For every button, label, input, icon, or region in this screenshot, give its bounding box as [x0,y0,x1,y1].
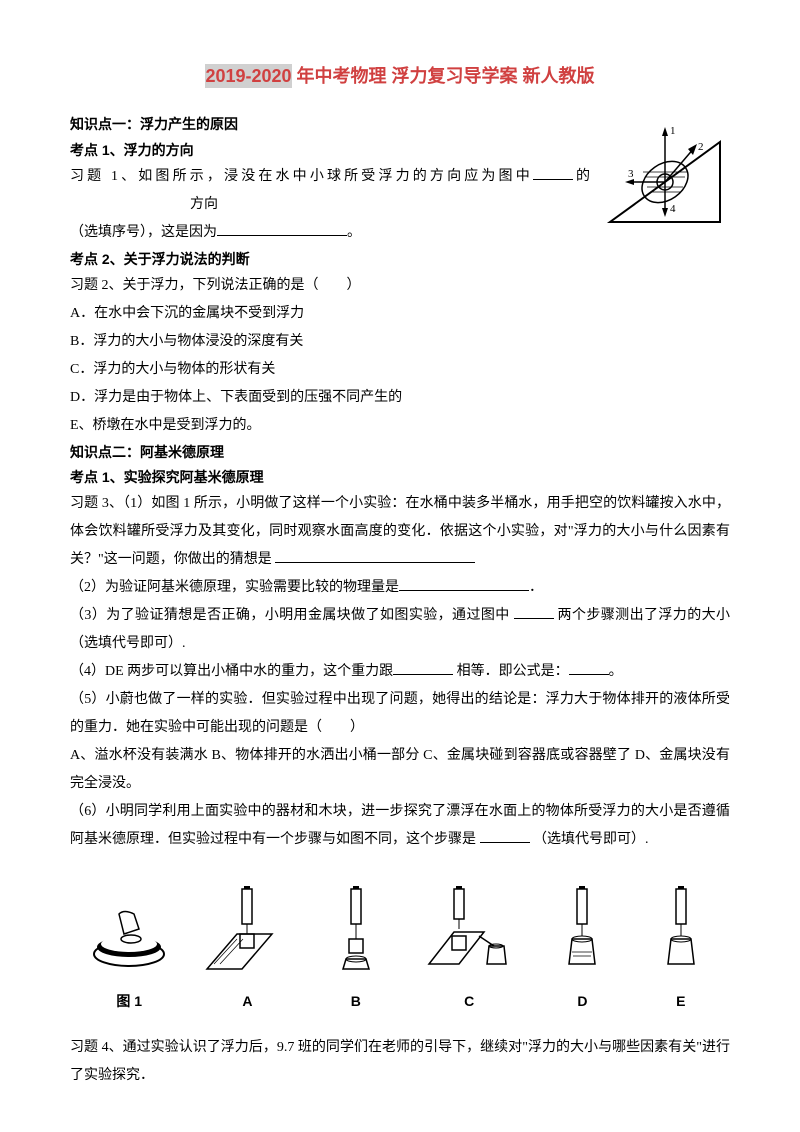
q3-part3: （3）为了验证猜想是否正确，小明用金属块做了如图实验，通过图中 两个步骤测出了浮… [70,602,730,658]
q2-optB: B．浮力的大小与物体浸没的深度有关 [70,328,730,356]
kp1-point2-heading: 考点 2、关于浮力说法的判断 [70,247,730,272]
q3-blank3 [514,618,554,619]
q3-blank5 [569,674,609,675]
title-rest: 年中考物理 浮力复习导学案 新人教版 [292,66,595,86]
document-title: 2019-2020 年中考物理 浮力复习导学案 新人教版 [70,60,730,92]
figure-C: C [419,884,519,1013]
q3-blank2 [399,590,529,591]
q3-part2: （2）为验证阿基米德原理，实验需要比较的物理量是 ． [70,574,730,602]
q2-intro: 习题 2、关于浮力，下列说法正确的是（ ） [70,272,730,300]
spring-scale-D-icon [547,884,617,974]
q3-part4: （4）DE 两步可以算出小桶中水的重力，这个重力跟 相等．即公式是： 。 [70,658,730,686]
figure-B: B [321,884,391,1013]
q2-optA: A．在水中会下沉的金属块不受到浮力 [70,300,730,328]
q3-part5: （5）小蔚也做了一样的实验．但实验过程中出现了问题，她得出的结论是：浮力大于物体… [70,686,730,742]
figure-E: E [646,884,716,1013]
svg-text:1: 1 [670,125,676,137]
svg-text:4: 4 [670,203,676,215]
q3-blank6 [480,842,530,843]
fig1-label: 图 1 [84,989,174,1014]
figA-label: A [202,989,292,1014]
q1-text3: 方向 [190,197,218,212]
experiment-figures-row: 图 1 A B [70,884,730,1013]
spring-scale-C-icon [419,884,519,974]
q3-part1-text: 习题 3、（1）如图 1 所示，小明做了这样一个小实验：在水桶中装多半桶水，用手… [70,496,730,567]
q4-text: 习题 4、通过实验认识了浮力后，9.7 班的同学们在老师的引导下，继续对"浮力的… [70,1034,730,1090]
q2-optE: E、桥墩在水中是受到浮力的。 [70,412,730,440]
q2-optD: D．浮力是由于物体上、下表面受到的压强不同产生的 [70,384,730,412]
q2-optC: C．浮力的大小与物体的形状有关 [70,356,730,384]
q3-part2-end: ． [529,580,543,595]
figC-label: C [419,989,519,1014]
q3-part2-text: （2）为验证阿基米德原理，实验需要比较的物理量是 [70,580,399,595]
figB-label: B [321,989,391,1014]
q3-part6b-text: （选填代号即可）. [533,832,649,847]
q3-blank4 [393,674,453,675]
q3-part4b-text: 相等．即公式是： [453,664,569,679]
q3-part4a-text: （4）DE 两步可以算出小桶中水的重力，这个重力跟 [70,664,393,679]
q3-part3a-text: （3）为了验证猜想是否正确，小明用金属块做了如图实验，通过图中 [70,608,510,623]
figE-label: E [646,989,716,1014]
figure-1: 图 1 [84,899,174,1013]
q3-part1: 习题 3、（1）如图 1 所示，小明做了这样一个小实验：在水桶中装多半桶水，用手… [70,490,730,574]
figure-D: D [547,884,617,1013]
q3-blank1 [275,562,475,563]
spring-scale-E-icon [646,884,716,974]
title-year-highlight: 2019-2020 [205,64,291,88]
bucket-hand-icon [84,899,174,974]
q1-text2: 的 [573,169,590,184]
svg-text:2: 2 [698,141,704,153]
spring-scale-A-icon [202,884,292,974]
q3-part4c-text: 。 [609,664,623,679]
kp2-point1-heading: 考点 1、实验探究阿基米德原理 [70,465,730,490]
svg-text:3: 3 [628,168,634,180]
spring-scale-B-icon [321,884,391,974]
q1-text4: （选填序号），这是因为 [70,225,217,240]
q3-options: A、溢水杯没有装满水 B、物体排开的水洒出小桶一部分 C、金属块碰到容器底或容器… [70,742,730,798]
q1-blank2 [217,235,347,236]
kp2-heading: 知识点二：阿基米德原理 [70,440,730,465]
q1-blank1 [533,179,573,180]
figD-label: D [547,989,617,1014]
inclined-plane-diagram: 1 2 3 4 [600,112,730,232]
figure-A: A [202,884,292,1013]
q1-text1: 习题 1、如图所示，浸没在水中小球所受浮力的方向应为图中 [70,169,533,184]
q1-text5: 。 [347,225,361,240]
q3-part6: （6）小明同学利用上面实验中的器材和木块，进一步探究了漂浮在水面上的物体所受浮力… [70,798,730,854]
